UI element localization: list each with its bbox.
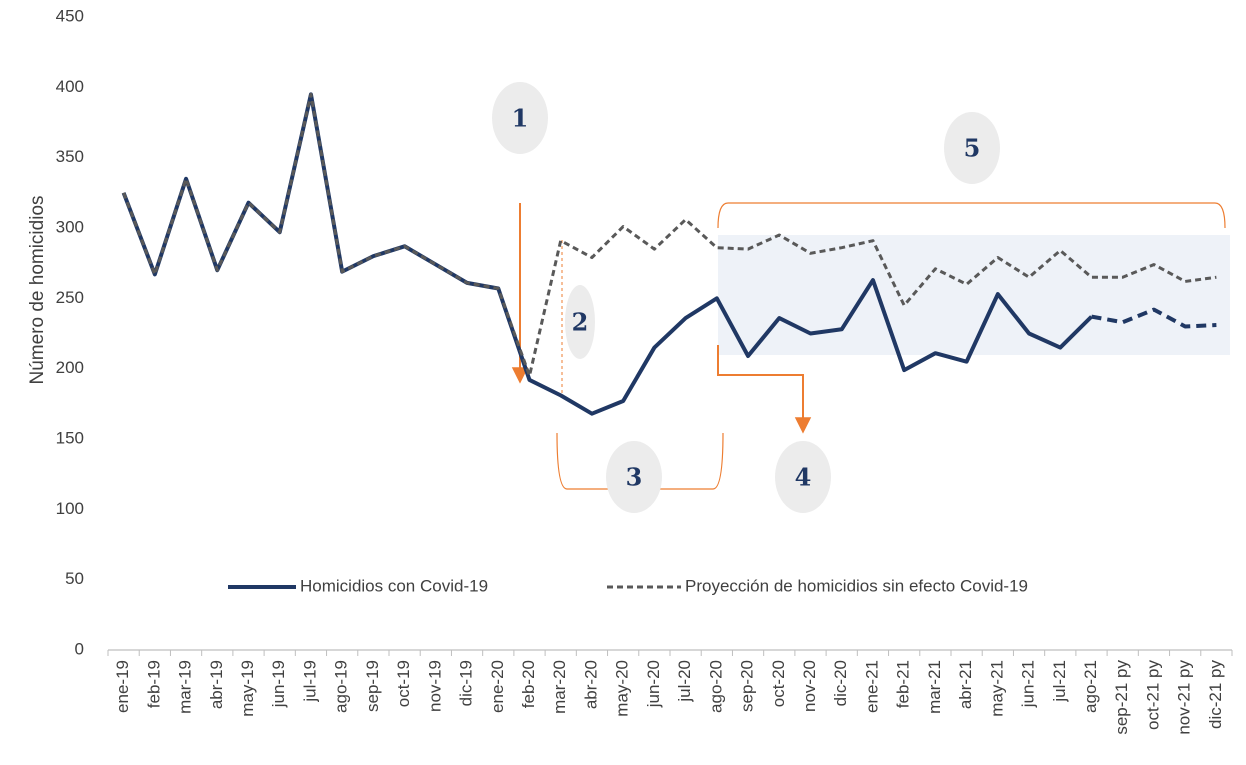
x-tick-label: dic-20 [831,660,850,706]
x-tick-label: ene-20 [488,660,507,713]
data-line [1091,307,1217,329]
annotation-label: 2 [572,308,589,337]
x-tick-label: ago-21 [1081,660,1100,713]
x-tick-label: nov-19 [425,660,444,712]
y-tick-label: 50 [65,569,84,588]
x-tick-label: mar-19 [176,660,195,714]
x-tick-label: ene-21 [862,660,881,713]
annotation-bubble [492,82,548,154]
annotation-label: 1 [512,104,529,133]
x-tick-label: abr-19 [207,660,226,709]
x-tick-label: abr-20 [581,660,600,709]
x-tick-label: dic-21 py [1206,660,1225,729]
x-tick-label: jul-19 [300,660,319,703]
x-tick-label: sep-20 [738,660,757,712]
x-tick-label: nov-21 py [1175,660,1194,735]
highlight-area [718,235,1230,355]
x-tick-label: sep-19 [363,660,382,712]
x-tick-label: jul-20 [675,660,694,703]
annotation-bubble [944,112,1000,184]
x-tick-label: oct-20 [769,660,788,707]
annotation-label: 3 [626,463,643,492]
x-tick-label: mar-20 [550,660,569,714]
y-tick-label: 450 [56,6,84,25]
x-tick-label: jul-21 [1050,660,1069,703]
y-axis-label: Número de homicidios [27,195,48,384]
x-tick-label: dic-19 [457,660,476,706]
annotation-bubble [775,441,831,513]
x-tick-label: ene-19 [113,660,132,713]
x-tick-label: may-21 [987,660,1006,717]
x-tick-label: may-19 [238,660,257,717]
x-tick-label: oct-19 [394,660,413,707]
annotation-bubble [606,441,662,513]
x-tick-label: feb-20 [519,660,538,708]
y-tick-label: 0 [75,639,84,658]
y-tick-label: 200 [56,358,84,377]
y-tick-label: 250 [56,288,84,307]
x-tick-label: jun-19 [269,660,288,708]
x-tick-label: nov-20 [800,660,819,712]
x-tick-label: ago-20 [706,660,725,713]
x-tick-label: jun-20 [644,660,663,708]
annotation-label: 4 [795,463,812,492]
y-tick-label: 100 [56,499,84,518]
x-tick-label: feb-21 [894,660,913,708]
x-tick-label: sep-21 py [1112,660,1131,735]
annotation-label: 5 [964,134,981,163]
x-tick-label: feb-19 [144,660,163,708]
annotation-bubble [565,285,595,359]
x-tick-label: ago-19 [332,660,351,713]
y-tick-label: 150 [56,428,84,447]
legend-label: Proyección de homicidios sin efecto Covi… [685,576,1028,595]
x-tick-label: may-20 [613,660,632,717]
x-tick-label: jun-21 [1019,660,1038,708]
y-tick-label: 350 [56,147,84,166]
x-tick-label: mar-21 [925,660,944,714]
legend-label: Homicidios con Covid-19 [300,576,488,595]
y-tick-label: 400 [56,77,84,96]
x-tick-label: abr-21 [956,660,975,709]
data-line [122,92,1217,378]
y-tick-label: 300 [56,217,84,236]
x-tick-label: oct-21 py [1143,660,1162,730]
